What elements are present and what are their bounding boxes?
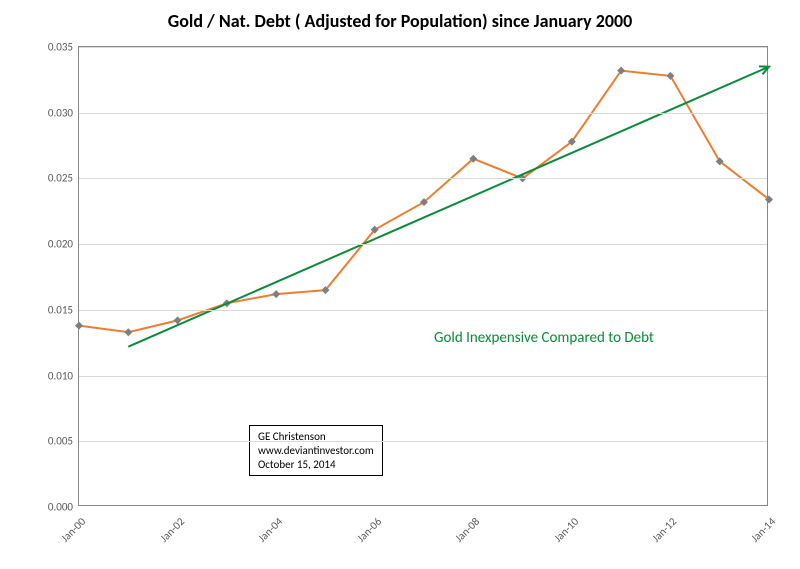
- series-marker: [124, 328, 132, 336]
- y-tick-label: 0.025: [29, 172, 73, 185]
- chart-container: Gold / Nat. Debt ( Adjusted for Populati…: [0, 0, 800, 569]
- y-tick-label: 0.005: [29, 435, 73, 448]
- y-tick-label: 0.015: [29, 303, 73, 316]
- y-tick-label: 0.035: [29, 41, 73, 54]
- credit-box: GE Christenson www.deviantinvestor.com O…: [249, 425, 383, 476]
- plot-svg: [79, 47, 769, 507]
- series-marker: [272, 290, 280, 298]
- x-tick-label: Jan-04: [256, 515, 286, 545]
- gridline: [79, 113, 767, 114]
- chart-title: Gold / Nat. Debt ( Adjusted for Populati…: [0, 10, 800, 32]
- y-tick-label: 0.020: [29, 238, 73, 251]
- y-tick-label: 0.010: [29, 369, 73, 382]
- x-tick-label: Jan-00: [58, 515, 88, 545]
- gridline: [79, 244, 767, 245]
- gridline: [79, 441, 767, 442]
- annotation-text: Gold Inexpensive Compared to Debt: [434, 329, 654, 347]
- x-tick-label: Jan-02: [157, 515, 187, 545]
- trendline: [128, 67, 769, 347]
- gridline: [79, 47, 767, 48]
- gridline: [79, 178, 767, 179]
- series-marker: [75, 322, 83, 330]
- x-tick-label: Jan-14: [748, 515, 778, 545]
- gridline: [79, 310, 767, 311]
- x-tick-label: Jan-10: [551, 515, 581, 545]
- series-marker: [666, 72, 674, 80]
- x-tick-label: Jan-06: [354, 515, 384, 545]
- credit-line-3: October 15, 2014: [258, 458, 374, 472]
- credit-line-2: www.deviantinvestor.com: [258, 444, 374, 458]
- gridline: [79, 376, 767, 377]
- x-tick-label: Jan-08: [453, 515, 483, 545]
- x-tick-label: Jan-12: [650, 515, 680, 545]
- y-tick-label: 0.000: [29, 501, 73, 514]
- y-tick-label: 0.030: [29, 106, 73, 119]
- plot-area: Gold Inexpensive Compared to Debt GE Chr…: [78, 46, 768, 506]
